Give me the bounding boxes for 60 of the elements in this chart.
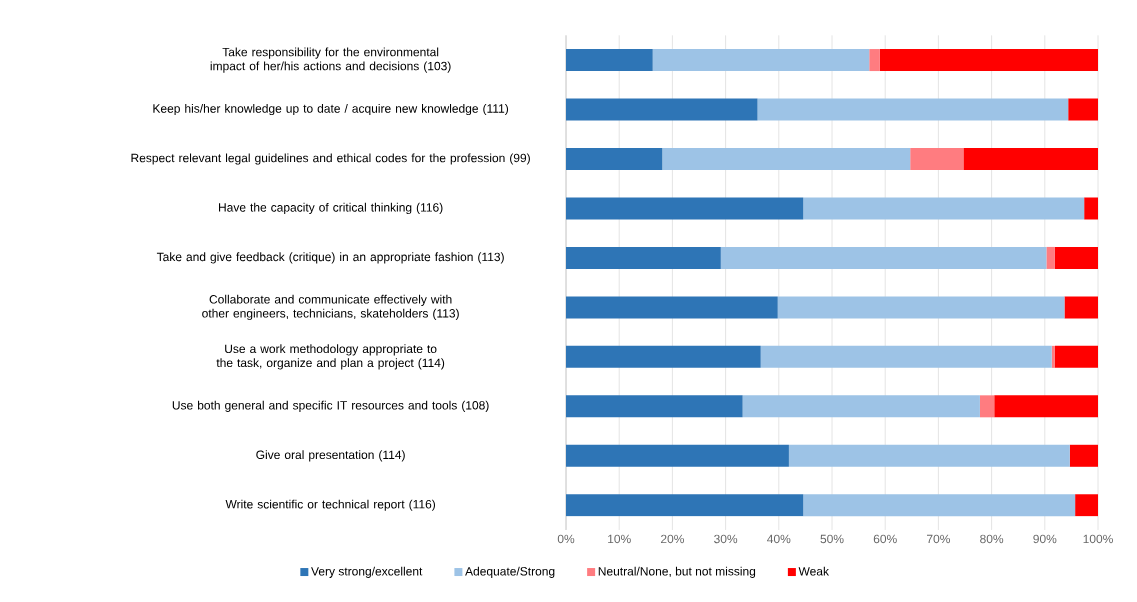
bar [803,197,1085,220]
bar [910,147,964,170]
x-tick-label: 60% [873,534,897,544]
x-tick-label: 80% [980,534,1004,544]
bar [879,49,1098,72]
bar [757,98,1069,121]
y-tick-label: Keep his/her knowledge up to date / acquire new knowledge (111) [153,103,509,116]
bar [720,246,1047,269]
y-tick-label: Collaborate and communicate effectively with other engineers, technicians, skateholders (113) [202,294,459,320]
bar [1069,444,1098,467]
bar [963,147,1098,170]
bar [994,395,1098,418]
bar [652,49,870,72]
legend-label: Weak [798,566,830,576]
bar [869,49,880,72]
bar [777,296,1065,319]
x-tick-label: 0% [557,534,575,544]
bar [566,345,761,368]
legend-label: Very strong/excellent [311,566,423,578]
legend-label: Neutral/None, but not missing [598,566,756,578]
bar [1046,246,1055,269]
y-tick-label: Use both general and specific IT resources and tools (108) [172,400,489,412]
x-tick-label: 10% [608,534,631,544]
bar [803,494,1076,517]
bar [979,395,995,418]
bar [566,444,789,467]
bar [760,345,1052,368]
y-tick-label: Take responsibility for the environmental impact of her/his actions and decisions (103) [210,47,451,73]
bar [566,49,653,72]
x-tick-label: 40% [767,534,791,544]
bar [1075,494,1098,517]
bar [1068,98,1098,121]
y-tick-label: Have the capacity of critical thinking (116) [219,202,443,215]
x-tick-label: 100% [1083,534,1113,544]
bar [742,395,980,418]
x-tick-label: 20% [661,534,684,544]
x-tick-label: 70% [927,534,950,544]
bar [662,147,911,170]
bar [566,246,721,269]
bar [788,444,1070,467]
bar [566,395,743,418]
bar [566,197,804,220]
y-tick-label: Use a work methodology appropriate to the task, organize and plan a project (114) [216,344,445,370]
y-tick-label: Take and give feedback (critique) in an appropriate fashion (113) [156,252,504,264]
y-tick-label: Write scientific or technical report (116) [225,499,436,511]
bar [1051,345,1055,368]
bar [1054,345,1098,368]
x-tick-label: 90% [1033,534,1057,544]
bar [1084,197,1098,220]
y-tick-label: Respect relevant legal guidelines and ethical codes for the profession (99) [131,153,530,165]
y-tick-label: Give oral presentation (114) [256,450,405,462]
x-tick-label: 50% [820,534,844,544]
bar [1054,246,1098,269]
legend-label: Adequate/Strong [465,566,555,578]
bar [566,296,778,319]
bar [566,147,663,170]
x-tick-label: 30% [714,534,738,544]
bar [566,494,804,517]
bar [1064,296,1098,319]
bar [566,98,758,121]
